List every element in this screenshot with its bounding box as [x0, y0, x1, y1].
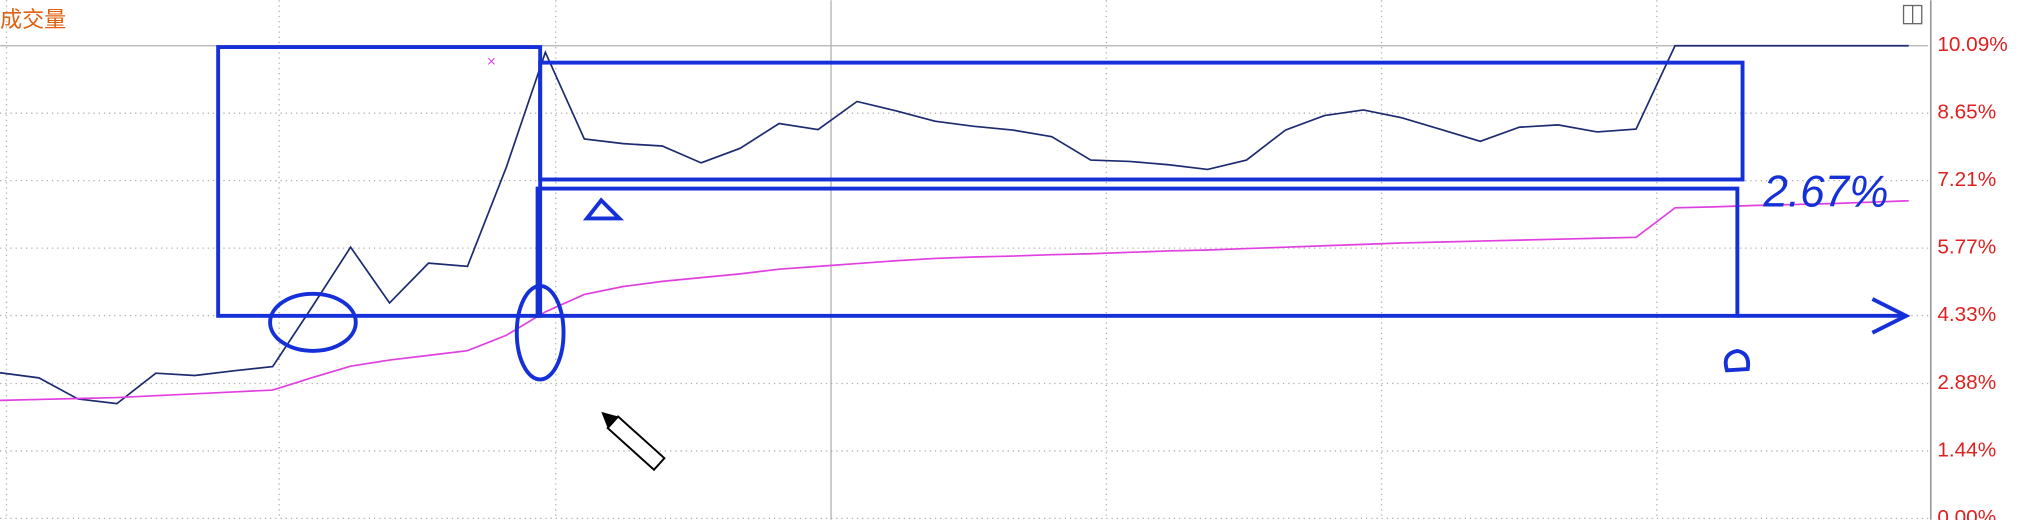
y-tick-label: 2.88% [1937, 371, 1996, 394]
plot-area [0, 44, 1929, 520]
annotation-box [535, 186, 1740, 318]
pencil-body [606, 415, 666, 472]
annotation-ellipse [268, 291, 358, 353]
pencil-tip [601, 411, 619, 429]
line-series [0, 199, 1909, 402]
chart-title: 成交量 [0, 7, 66, 32]
annotation-box [538, 60, 1745, 182]
marker-x: × [487, 54, 496, 71]
annotations: 2.67% × [216, 45, 1911, 382]
annotation-ellipse [514, 284, 566, 382]
y-tick-label: 10.09% [1937, 33, 2007, 56]
y-tick-label: 0.00% [1937, 506, 1996, 520]
y-tick-label: 7.21% [1937, 168, 1996, 191]
cursor [601, 411, 666, 472]
y-tick-label: 8.65% [1937, 101, 1996, 124]
annotation-box [216, 45, 543, 318]
annotation-arrow-head [1871, 297, 1911, 335]
y-tick-label: 1.44% [1937, 438, 1996, 461]
annotation-zero [1723, 348, 1751, 373]
annotation-text: 2.67% [1762, 168, 1888, 217]
y-tick-label: 4.33% [1937, 303, 1996, 326]
vertical-grid [5, 0, 1658, 520]
annotation-triangle [582, 197, 625, 221]
y-tick-label: 5.77% [1937, 236, 1996, 259]
line-series [0, 44, 1909, 405]
